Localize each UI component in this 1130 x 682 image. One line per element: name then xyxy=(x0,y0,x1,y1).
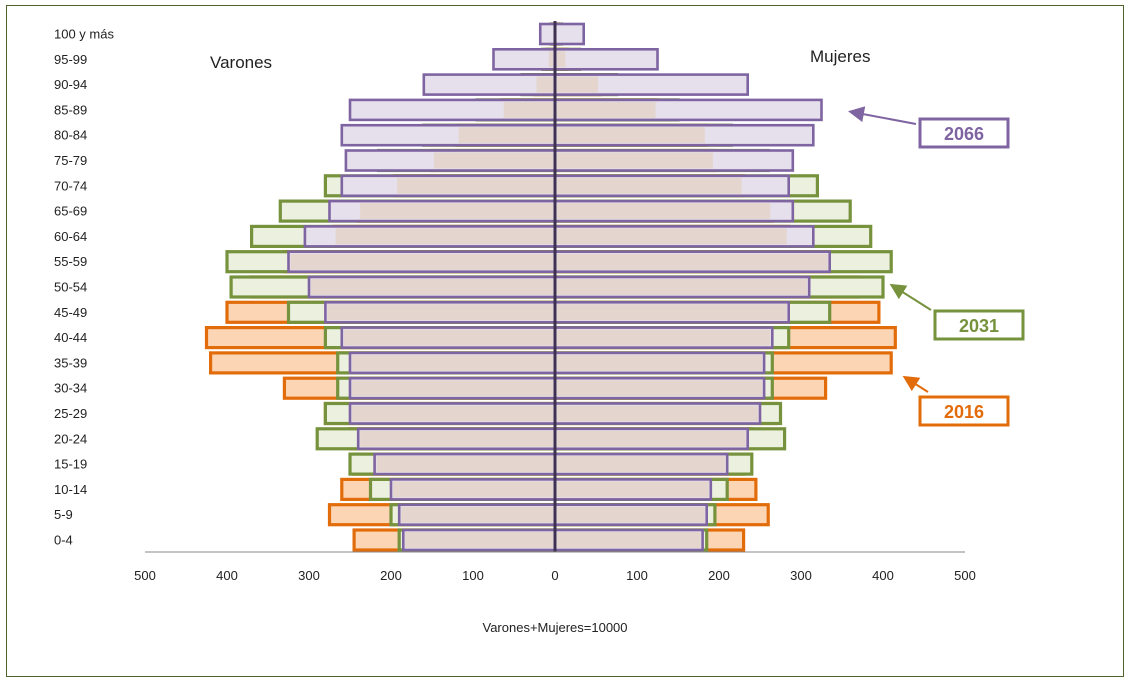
age-group-label: 25-29 xyxy=(54,406,87,421)
bar-male-2066 xyxy=(492,47,557,71)
bar-female-2066 xyxy=(553,47,659,71)
bar-overlap-female xyxy=(557,177,742,194)
legend-arrow-2016 xyxy=(902,375,929,393)
bar-overlap-female xyxy=(557,127,705,144)
bar-overlap-female xyxy=(557,430,746,447)
age-group-label: 85-89 xyxy=(54,102,87,117)
bar-overlap-female xyxy=(557,329,771,346)
age-group-label: 60-64 xyxy=(54,229,87,244)
x-tick-label: 200 xyxy=(380,568,402,583)
age-group-label: 40-44 xyxy=(54,330,87,345)
bar-overlap-female xyxy=(557,101,656,118)
bar-overlap-female xyxy=(557,380,763,397)
bar-overlap-female xyxy=(557,481,709,498)
bar-overlap-female xyxy=(557,279,808,295)
bar-overlap-female xyxy=(557,506,705,523)
x-tick-label: 100 xyxy=(462,568,484,583)
bar-overlap-male xyxy=(397,177,553,194)
x-tick-label: 400 xyxy=(872,568,894,583)
age-group-label: 20-24 xyxy=(54,431,87,446)
x-tick-label: 500 xyxy=(134,568,156,583)
right-side-label: Mujeres xyxy=(810,47,870,66)
age-group-label: 50-54 xyxy=(54,280,87,295)
bar-overlap-male xyxy=(360,203,553,220)
age-group-label: 0-4 xyxy=(54,533,73,548)
bar-overlap-male xyxy=(352,354,553,371)
legend-label-2016: 2016 xyxy=(944,402,984,422)
bar-overlap-female xyxy=(557,203,771,220)
x-tick-label: 400 xyxy=(216,568,238,583)
age-group-label: 90-94 xyxy=(54,77,87,92)
bar-overlap-female xyxy=(557,456,726,473)
age-group-label: 80-84 xyxy=(54,128,87,143)
bar-overlap-male xyxy=(434,152,553,169)
bar-overlap-female xyxy=(557,532,701,548)
bar-overlap-male xyxy=(458,127,553,144)
bar-overlap-male xyxy=(503,101,553,118)
bar-overlap-male xyxy=(352,380,553,397)
age-group-label: 95-99 xyxy=(54,52,87,67)
bar-overlap-male xyxy=(352,405,553,422)
age-group-label: 100 y más xyxy=(54,27,114,42)
legend-label-2031: 2031 xyxy=(959,316,999,336)
bar-overlap-female xyxy=(557,253,828,270)
legend-box-2066 xyxy=(918,117,1010,149)
bar-overlap-male xyxy=(536,76,553,93)
x-tick-label: 300 xyxy=(790,568,812,583)
bar-overlap-female xyxy=(557,76,599,93)
bar-overlap-male xyxy=(290,253,553,270)
bar-overlap-female xyxy=(557,405,758,422)
age-group-label: 70-74 xyxy=(54,178,87,193)
bar-overlap-male xyxy=(311,279,553,295)
age-group-label: 30-34 xyxy=(54,381,87,396)
x-tick-label: 200 xyxy=(708,568,730,583)
legend-box-2031 xyxy=(933,309,1025,341)
bar-overlap-male xyxy=(343,329,553,346)
bar-overlap-male xyxy=(401,506,553,523)
bar-overlap-male xyxy=(548,51,553,68)
bar-overlap-female xyxy=(557,152,713,169)
legend-label-2066: 2066 xyxy=(944,124,984,144)
bar-male-2066 xyxy=(538,22,557,46)
legend-arrow-2031 xyxy=(889,283,932,311)
age-group-label: 55-59 xyxy=(54,254,87,269)
bar-overlap-male xyxy=(327,304,553,321)
x-tick-label: 500 xyxy=(954,568,976,583)
age-group-label: 35-39 xyxy=(54,355,87,370)
x-tick-label: 0 xyxy=(551,568,558,583)
bar-overlap-female xyxy=(557,304,787,321)
legend-arrow-2066 xyxy=(848,106,917,125)
age-group-label: 10-14 xyxy=(54,482,87,497)
age-group-label: 75-79 xyxy=(54,153,87,168)
age-group-label: 45-49 xyxy=(54,305,87,320)
age-group-label: 65-69 xyxy=(54,204,87,219)
legend-box-2016 xyxy=(918,395,1010,427)
bar-overlap-female xyxy=(557,354,763,371)
bar-overlap-male xyxy=(393,481,553,498)
age-group-label: 15-19 xyxy=(54,457,87,472)
age-group-label: 5-9 xyxy=(54,507,73,522)
x-axis-title: Varones+Mujeres=10000 xyxy=(482,620,627,635)
bar-overlap-female xyxy=(557,51,566,68)
bar-female-2066 xyxy=(553,22,586,46)
bar-overlap-male xyxy=(360,430,553,447)
x-tick-label: 300 xyxy=(298,568,320,583)
x-tick-label: 100 xyxy=(626,568,648,583)
bar-overlap-male xyxy=(335,228,553,245)
bar-male-2066 xyxy=(422,73,557,96)
bar-overlap-male xyxy=(376,456,553,473)
bar-overlap-male xyxy=(405,532,553,548)
bar-overlap-female xyxy=(557,228,787,245)
left-side-label: Varones xyxy=(210,53,272,72)
